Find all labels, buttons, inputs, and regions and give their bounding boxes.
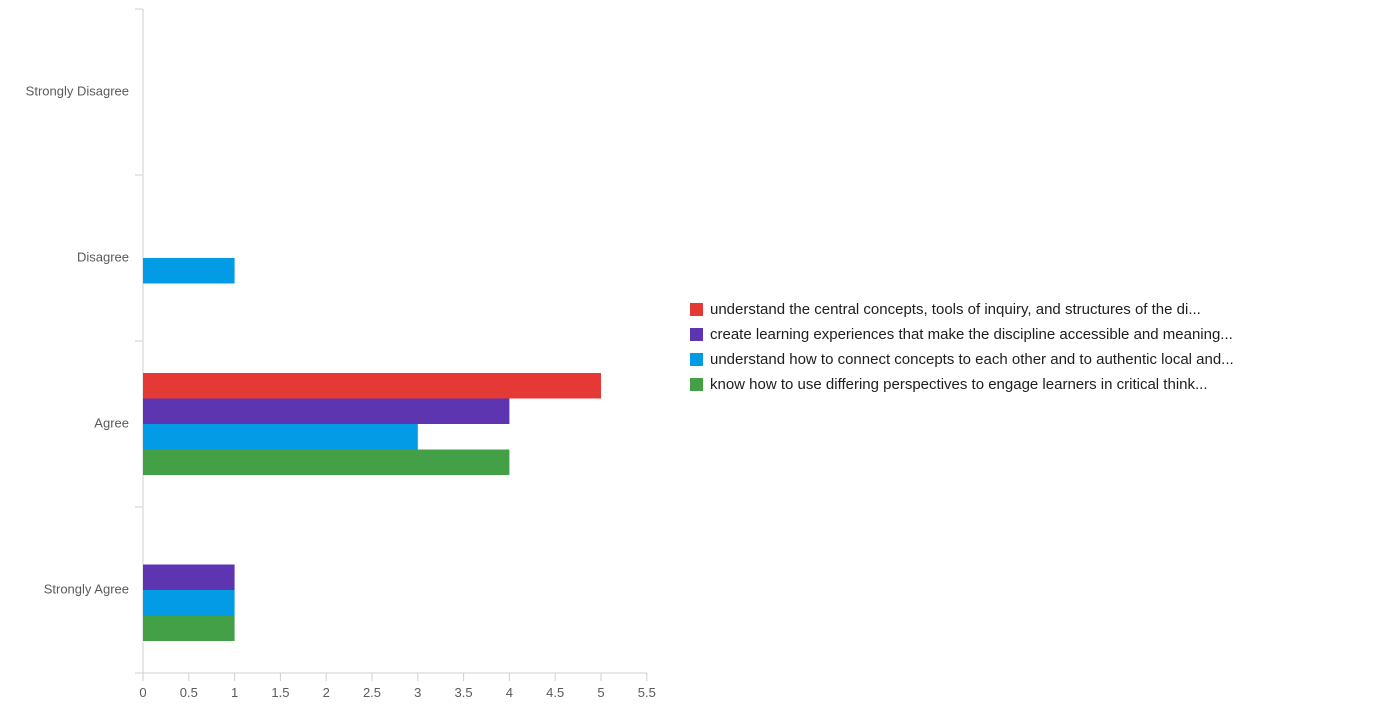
x-tick-label: 4.5 [546,685,564,700]
tick-labels: Strongly Disagree Disagree Agree Strongly A… [26,83,656,700]
bar [143,449,510,475]
legend-swatch [690,328,703,341]
category-label: Agree [94,415,129,430]
x-tick-label: 1.5 [271,685,289,700]
x-tick-label: 5.5 [638,685,656,700]
bar-chart: Strongly Disagree Disagree Agree Strongly A… [26,8,656,700]
x-tick-label: 1 [231,685,238,700]
legend-swatch [690,303,703,316]
bar [143,590,235,616]
bar [143,424,418,450]
legend-label: create learning experiences that make th… [710,326,1233,343]
category-label: Disagree [77,249,129,264]
legend-item: understand how to connect concepts to ea… [690,347,1380,372]
x-tick-label: 2 [323,685,330,700]
bars [143,258,601,641]
legend-label: understand how to connect concepts to ea… [710,351,1234,368]
x-tick-label: 4 [506,685,513,700]
legend-item: create learning experiences that make th… [690,322,1380,347]
x-tick-label: 3 [414,685,421,700]
legend-label: know how to use differing perspectives t… [710,376,1208,393]
legend-item: understand the central concepts, tools o… [690,297,1380,322]
legend-swatch [690,378,703,391]
bar [143,564,235,590]
x-tick-label: 5 [597,685,604,700]
x-tick-label: 2.5 [363,685,381,700]
legend-swatch [690,353,703,366]
bar [143,398,510,424]
x-tick-label: 0.5 [180,685,198,700]
legend-item: know how to use differing perspectives t… [690,372,1380,397]
x-tick-label: 0 [139,685,146,700]
bar [143,373,601,399]
category-label: Strongly Disagree [26,83,129,98]
axes [135,8,648,681]
x-tick-label: 3.5 [455,685,473,700]
legend-label: understand the central concepts, tools o… [710,301,1201,318]
bar [143,258,235,284]
category-label: Strongly Agree [44,581,129,596]
bar [143,615,235,641]
legend: understand the central concepts, tools o… [690,297,1380,397]
